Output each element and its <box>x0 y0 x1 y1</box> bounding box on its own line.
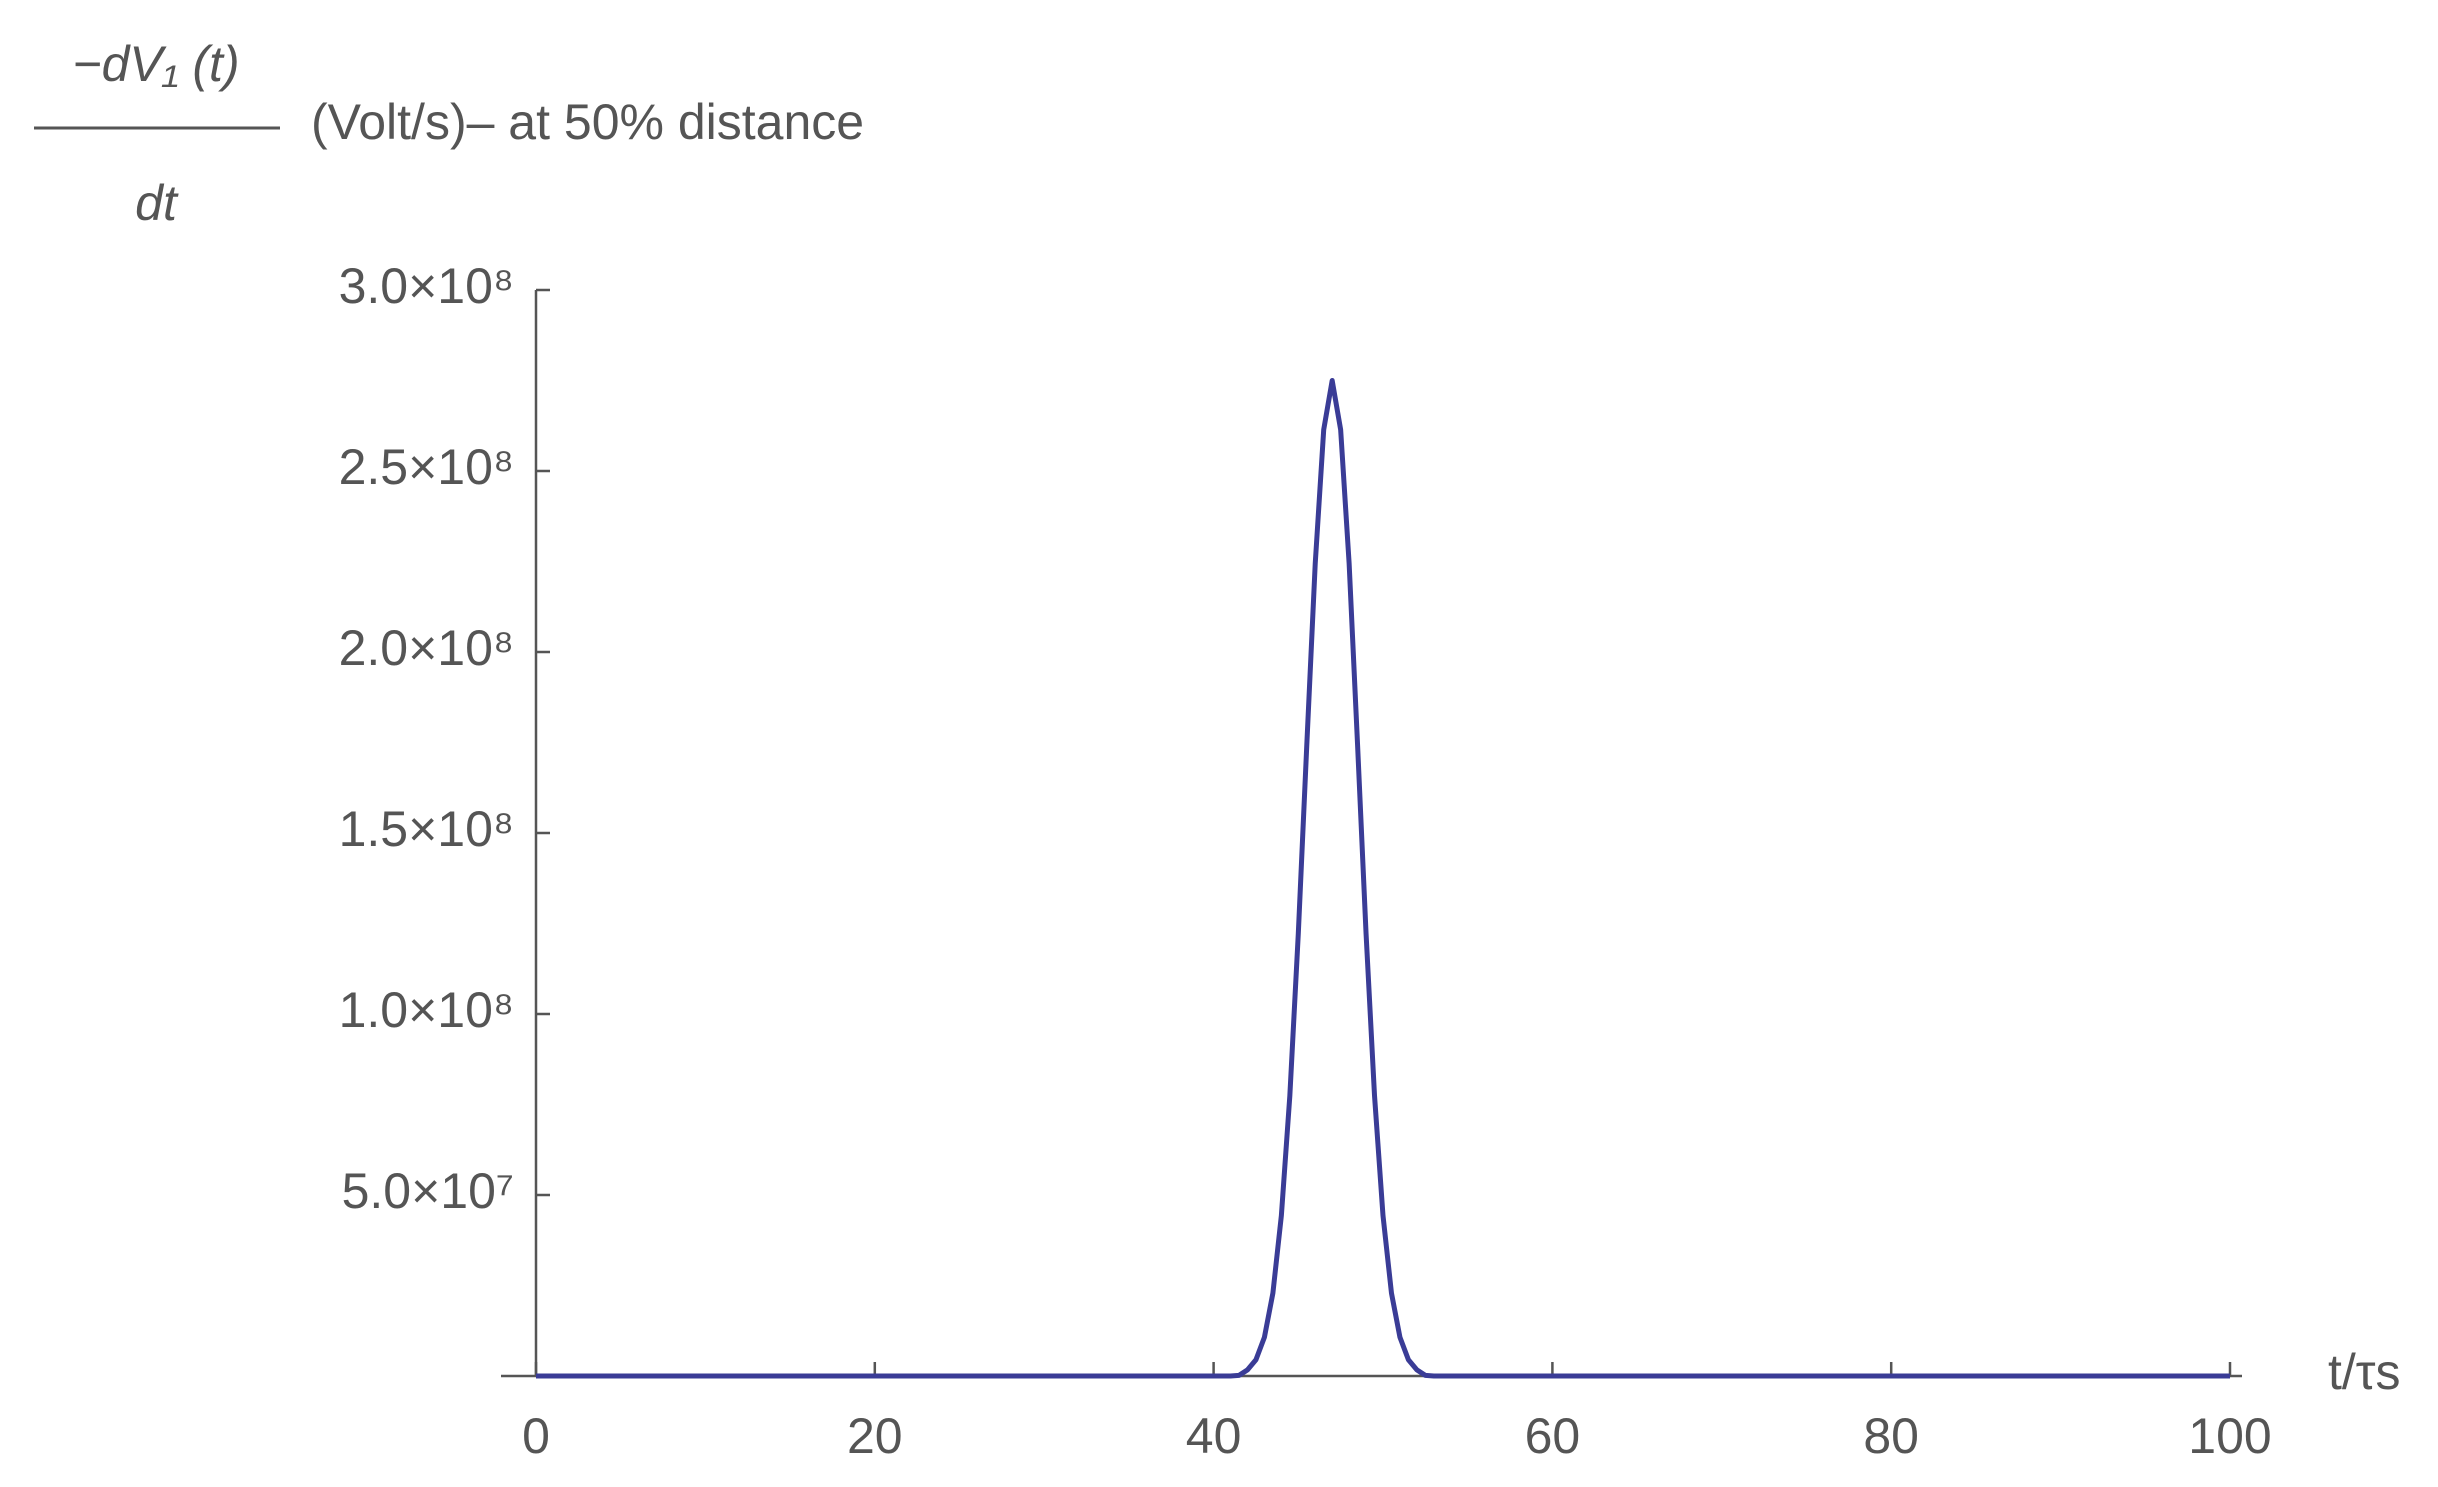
y-label-numerator: −dV₁ (t) <box>72 36 239 92</box>
y-tick-label: 3.0×10⁸ <box>339 258 514 314</box>
y-label-denominator: dt <box>135 175 179 231</box>
x-tick-label: 100 <box>2188 1408 2271 1464</box>
y-label-text: (Volt/s)– at 50% distance <box>311 94 864 150</box>
x-axis-label: t/τs <box>2328 1344 2401 1400</box>
y-tick-label: 2.5×10⁸ <box>339 439 514 495</box>
y-tick-label: 1.5×10⁸ <box>339 801 514 857</box>
x-tick-label: 0 <box>522 1408 550 1464</box>
y-tick-label: 1.0×10⁸ <box>339 982 514 1038</box>
y-tick-label: 5.0×10⁷ <box>342 1163 514 1219</box>
x-tick-label: 40 <box>1186 1408 1242 1464</box>
x-tick-label: 60 <box>1525 1408 1581 1464</box>
data-line <box>536 378 2230 1379</box>
x-tick-label: 80 <box>1863 1408 1919 1464</box>
x-tick-label: 20 <box>847 1408 903 1464</box>
y-tick-label: 2.0×10⁸ <box>339 620 514 676</box>
